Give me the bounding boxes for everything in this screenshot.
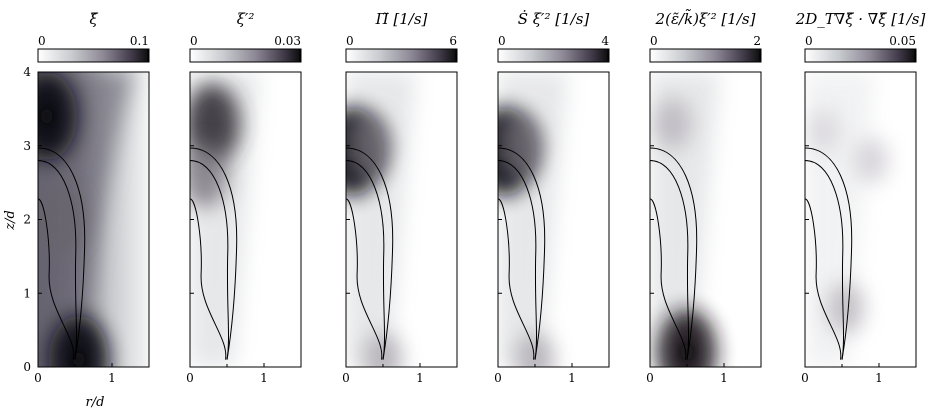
hotspot-2 <box>657 309 717 367</box>
hotspot-2 <box>346 113 391 179</box>
colorbar-tick-label: 0 <box>38 34 46 48</box>
contour-line-3 <box>805 198 842 360</box>
colorbar <box>649 48 762 63</box>
panel-4: 0 1 0 4 Ṡ ξ′² [1/s] <box>494 10 610 385</box>
x-axis-label: r/d <box>86 395 105 410</box>
contour-line-1 <box>38 147 86 360</box>
panel-5: 0 1 0 2 2(ε̃/k̃)ξ′² [1/s] <box>646 9 762 385</box>
x-tick-label: 0 <box>494 371 502 385</box>
contour-line-2 <box>805 160 844 360</box>
x-tick-label: 1 <box>720 371 728 385</box>
colorbar <box>345 48 458 63</box>
x-tick-label: 0 <box>342 371 350 385</box>
colorbar-tick-label: 0.1 <box>130 34 149 48</box>
panel-title: Π̃ [1/s] <box>375 10 428 28</box>
panel-2: 0 1 0 0.03 ξ′² <box>186 10 302 385</box>
contour-line-1 <box>498 147 546 360</box>
heatmap-field <box>650 72 761 367</box>
colorbar <box>804 48 917 63</box>
colorbar <box>189 48 302 63</box>
hotspot-3 <box>807 109 840 153</box>
panel-title: 2D_T∇ξ̃ · ∇ξ̃ [1/s] <box>795 10 926 28</box>
y-tick-label: 4 <box>23 65 31 79</box>
y-axis-label: z/d <box>3 210 18 231</box>
contour-line-1 <box>346 147 394 360</box>
contour-line-2 <box>498 160 537 360</box>
panel-title: 2(ε̃/k̃)ξ′² [1/s] <box>655 9 756 28</box>
y-tick-label: 3 <box>23 139 31 153</box>
hotspot-2 <box>498 113 543 179</box>
panel-title: Ṡ ξ′² [1/s] <box>518 10 590 28</box>
colorbar <box>497 48 610 63</box>
x-tick-label: 1 <box>875 371 883 385</box>
colorbar-tick-label: 0 <box>346 34 354 48</box>
contour-line-2 <box>190 160 229 360</box>
contour-line-1 <box>190 147 238 360</box>
contour-line-2 <box>346 160 385 360</box>
colorbar-tick-label: 6 <box>449 34 457 48</box>
y-tick-label: 2 <box>23 213 31 227</box>
heatmap-field <box>38 72 149 367</box>
hotspot-2 <box>854 137 889 184</box>
colorbar-tick-label: 0.05 <box>889 34 916 48</box>
x-tick-label: 0 <box>801 371 809 385</box>
contour-line-3 <box>650 198 687 360</box>
hotspot-core-2 <box>681 344 693 361</box>
heatmap-field <box>498 72 609 367</box>
contour-line-1 <box>805 147 853 360</box>
x-tick-label: 0 <box>186 371 194 385</box>
colorbar-tick-label: 0 <box>498 34 506 48</box>
heatmap-field <box>805 72 916 367</box>
heatmap-field <box>190 72 301 367</box>
x-tick-label: 0 <box>646 371 654 385</box>
hotspot-3 <box>515 332 555 367</box>
x-tick-label: 1 <box>568 371 576 385</box>
hotspot-2 <box>190 142 228 208</box>
colorbar-tick-label: 4 <box>601 34 609 48</box>
hotspot-3 <box>363 332 403 367</box>
colorbar <box>37 48 150 63</box>
x-tick-label: 1 <box>108 371 116 385</box>
panel-6: 0 1 0 0.05 2D_T∇ξ̃ · ∇ξ̃ [1/s] <box>795 10 926 385</box>
panel-title: ξ̃ <box>89 10 98 28</box>
colorbar-tick-label: 0 <box>650 34 658 48</box>
panel-3: 0 1 0 6 Π̃ [1/s] <box>342 10 458 385</box>
colorbar-tick-label: 2 <box>753 34 761 48</box>
hotspot-core-1 <box>40 108 53 125</box>
contour-line-3 <box>498 198 535 360</box>
x-tick-label: 1 <box>416 371 424 385</box>
contour-line-3 <box>38 198 75 360</box>
colorbar-tick-label: 0 <box>805 34 813 48</box>
colorbar-tick-label: 0.03 <box>274 34 301 48</box>
x-tick-label: 0 <box>34 371 42 385</box>
hotspot-2 <box>48 315 109 367</box>
y-tick-label: 1 <box>23 286 31 300</box>
hotspot-3 <box>38 185 84 254</box>
hotspot-1 <box>826 282 865 334</box>
hotspot-1 <box>653 97 691 150</box>
hotspot-1 <box>38 72 77 161</box>
x-tick-label: 1 <box>260 371 268 385</box>
panel-title: ξ′² <box>237 10 255 28</box>
contour-line-3 <box>346 198 383 360</box>
y-tick-label: 0 <box>23 360 31 374</box>
contour-line-2 <box>38 160 77 360</box>
panel-1: 0 1 0 1 2 3 4 0 0.1 ξ̃ <box>23 10 150 385</box>
contour-line-3 <box>190 198 227 360</box>
contour-line-1 <box>650 147 698 360</box>
colorbar-tick-label: 0 <box>190 34 198 48</box>
heatmap-field <box>346 72 457 367</box>
contour-line-2 <box>650 160 689 360</box>
